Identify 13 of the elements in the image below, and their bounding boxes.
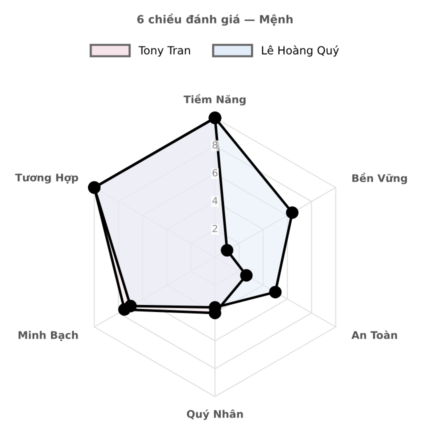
chart-title: 6 chiều đánh giá — Mệnh xyxy=(137,14,293,26)
spoke-label: Tương Hợp xyxy=(15,174,78,184)
spoke-label: An Toàn xyxy=(351,330,398,340)
y-tick-label: 4 xyxy=(212,197,218,204)
legend-label: Tony Tran xyxy=(138,46,190,57)
legend-label: Lê Hoàng Quý xyxy=(262,45,339,57)
spoke-label: Quý Nhân xyxy=(186,409,243,420)
spoke-label: Minh Bạch xyxy=(18,330,78,342)
spoke-label: Bền Vững xyxy=(352,172,407,184)
spoke-label: Tiềm Năng xyxy=(184,94,246,106)
y-tick-label: 8 xyxy=(212,141,218,149)
y-tick-label: 6 xyxy=(212,169,218,176)
y-tick-label: 2 xyxy=(212,224,218,232)
